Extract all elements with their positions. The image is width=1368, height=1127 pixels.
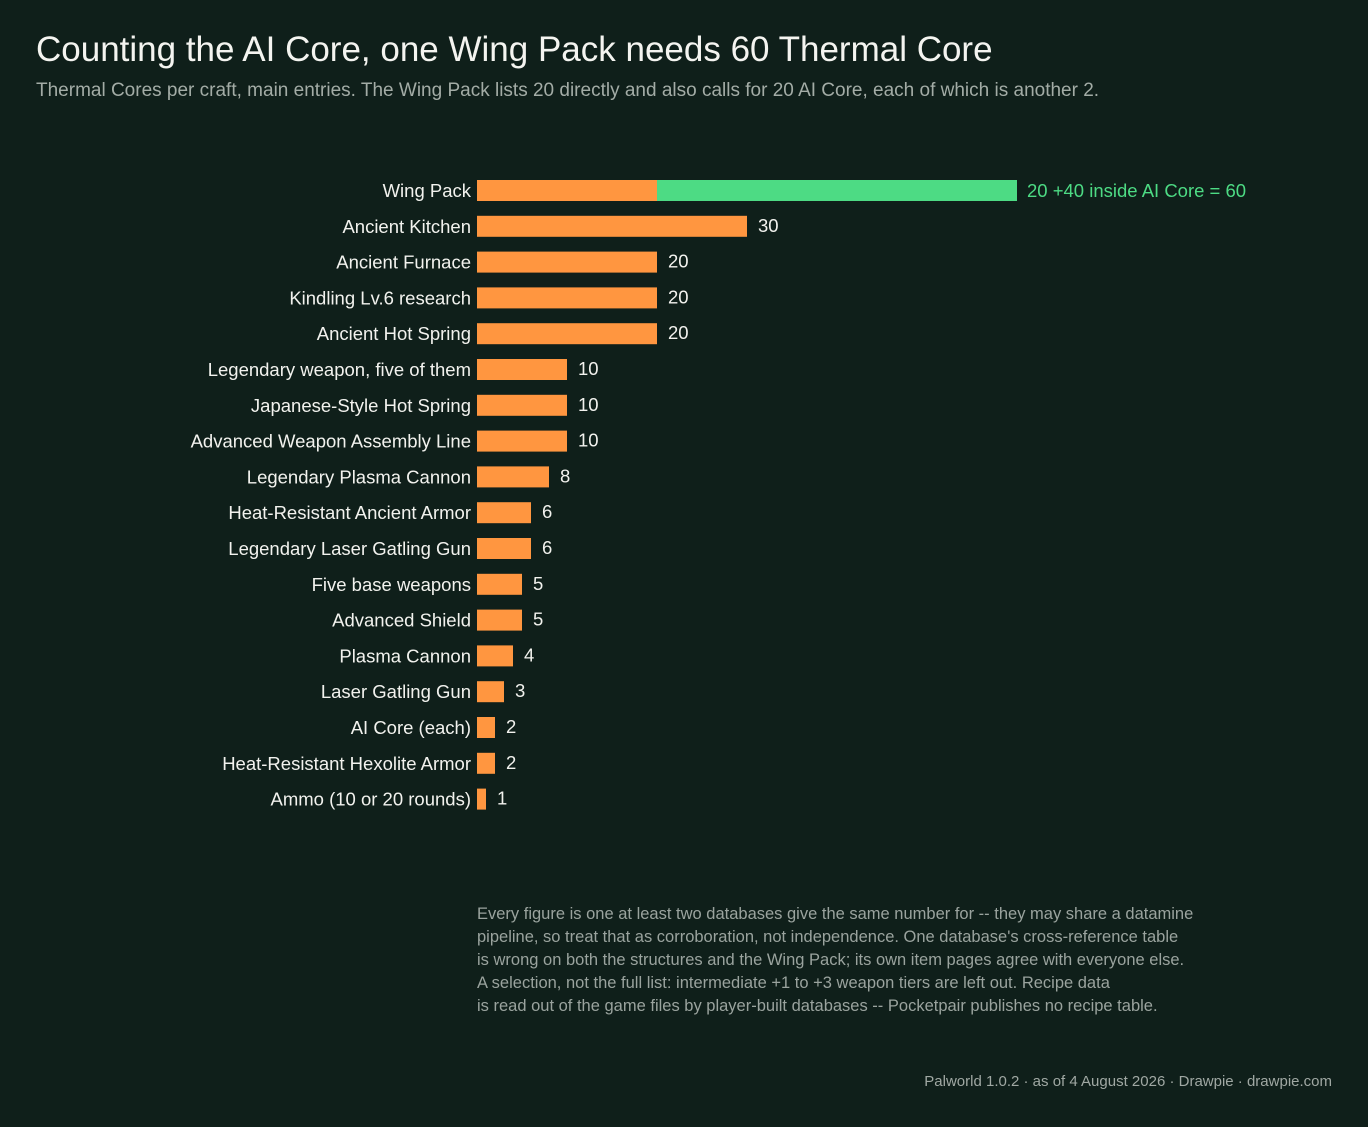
- category-label: Ammo (10 or 20 rounds): [270, 789, 471, 810]
- footnote-line: Every figure is one at least two databas…: [477, 905, 1194, 923]
- category-label: Legendary Plasma Cannon: [247, 466, 471, 487]
- value-label: 3: [515, 680, 525, 701]
- bar-direct: [477, 573, 522, 595]
- value-label: 20: [668, 322, 689, 343]
- category-label: Plasma Cannon: [339, 645, 471, 666]
- bar-direct: [477, 323, 657, 345]
- bar-direct: [477, 788, 486, 810]
- bar-direct: [477, 466, 549, 488]
- footnote-line: pipeline, so treat that as corroboration…: [477, 928, 1179, 946]
- bar-direct: [477, 538, 531, 559]
- category-label: Japanese-Style Hot Spring: [251, 395, 471, 416]
- chart-title: Counting the AI Core, one Wing Pack need…: [36, 30, 993, 69]
- category-label: Ancient Furnace: [336, 252, 471, 273]
- bar-direct: [477, 717, 495, 738]
- value-label: 10: [578, 358, 599, 379]
- category-label: Legendary Laser Gatling Gun: [228, 538, 471, 559]
- bar-direct: [477, 502, 531, 524]
- footnote-line: A selection, not the full list: intermed…: [477, 974, 1110, 992]
- bar-direct: [477, 215, 747, 237]
- category-label: AI Core (each): [351, 717, 471, 738]
- bar-direct: [477, 430, 567, 452]
- category-label: Heat-Resistant Hexolite Armor: [222, 753, 471, 774]
- value-label: 8: [560, 465, 570, 486]
- bar-direct: [477, 180, 657, 201]
- bar-direct: [477, 752, 495, 774]
- bar-direct: [477, 609, 522, 631]
- category-label: Wing Pack: [383, 180, 472, 201]
- category-label: Advanced Shield: [332, 610, 471, 631]
- category-label: Ancient Kitchen: [342, 216, 471, 237]
- bar-direct: [477, 394, 567, 416]
- value-label: 4: [524, 644, 534, 665]
- wing-pack-total-annotation: 20 +40 inside AI Core = 60: [1027, 180, 1246, 201]
- footnotes: Every figure is one at least two databas…: [477, 903, 1257, 1018]
- category-label: Ancient Hot Spring: [317, 323, 471, 344]
- category-label: Legendary weapon, five of them: [208, 359, 471, 380]
- bar-ai-core-share: [657, 180, 1017, 201]
- category-label: Laser Gatling Gun: [321, 681, 471, 702]
- value-label: 6: [542, 501, 552, 522]
- value-label: 5: [533, 609, 543, 630]
- footnote-line: is wrong on both the structures and the …: [477, 951, 1185, 969]
- value-label: 20: [668, 286, 689, 307]
- footnote-line: is read out of the game files by player-…: [477, 997, 1158, 1015]
- value-label: 1: [497, 788, 507, 809]
- bar-chart: Wing Pack 20 +40 inside AI Core = 60 Ancie…: [191, 180, 1246, 810]
- value-label: 30: [758, 215, 779, 236]
- category-label: Advanced Weapon Assembly Line: [191, 431, 471, 452]
- bar-direct: [477, 681, 504, 703]
- bar-direct: [477, 359, 567, 380]
- value-label: 2: [506, 752, 516, 773]
- source-credit: Palworld 1.0.2 · as of 4 August 2026 · D…: [924, 1073, 1332, 1090]
- chart-subtitle: Thermal Cores per craft, main entries. T…: [36, 80, 1100, 101]
- value-label: 10: [578, 394, 599, 415]
- bar-direct: [477, 287, 657, 309]
- category-label: Kindling Lv.6 research: [289, 287, 471, 308]
- value-label: 20: [668, 251, 689, 272]
- value-label: 5: [533, 573, 543, 594]
- bar-direct: [477, 251, 657, 273]
- value-label: 2: [506, 716, 516, 737]
- value-label: 10: [578, 430, 599, 451]
- bar-direct: [477, 645, 513, 667]
- value-label: 6: [542, 537, 552, 558]
- category-label: Five base weapons: [312, 574, 471, 595]
- category-label: Heat-Resistant Ancient Armor: [228, 502, 471, 523]
